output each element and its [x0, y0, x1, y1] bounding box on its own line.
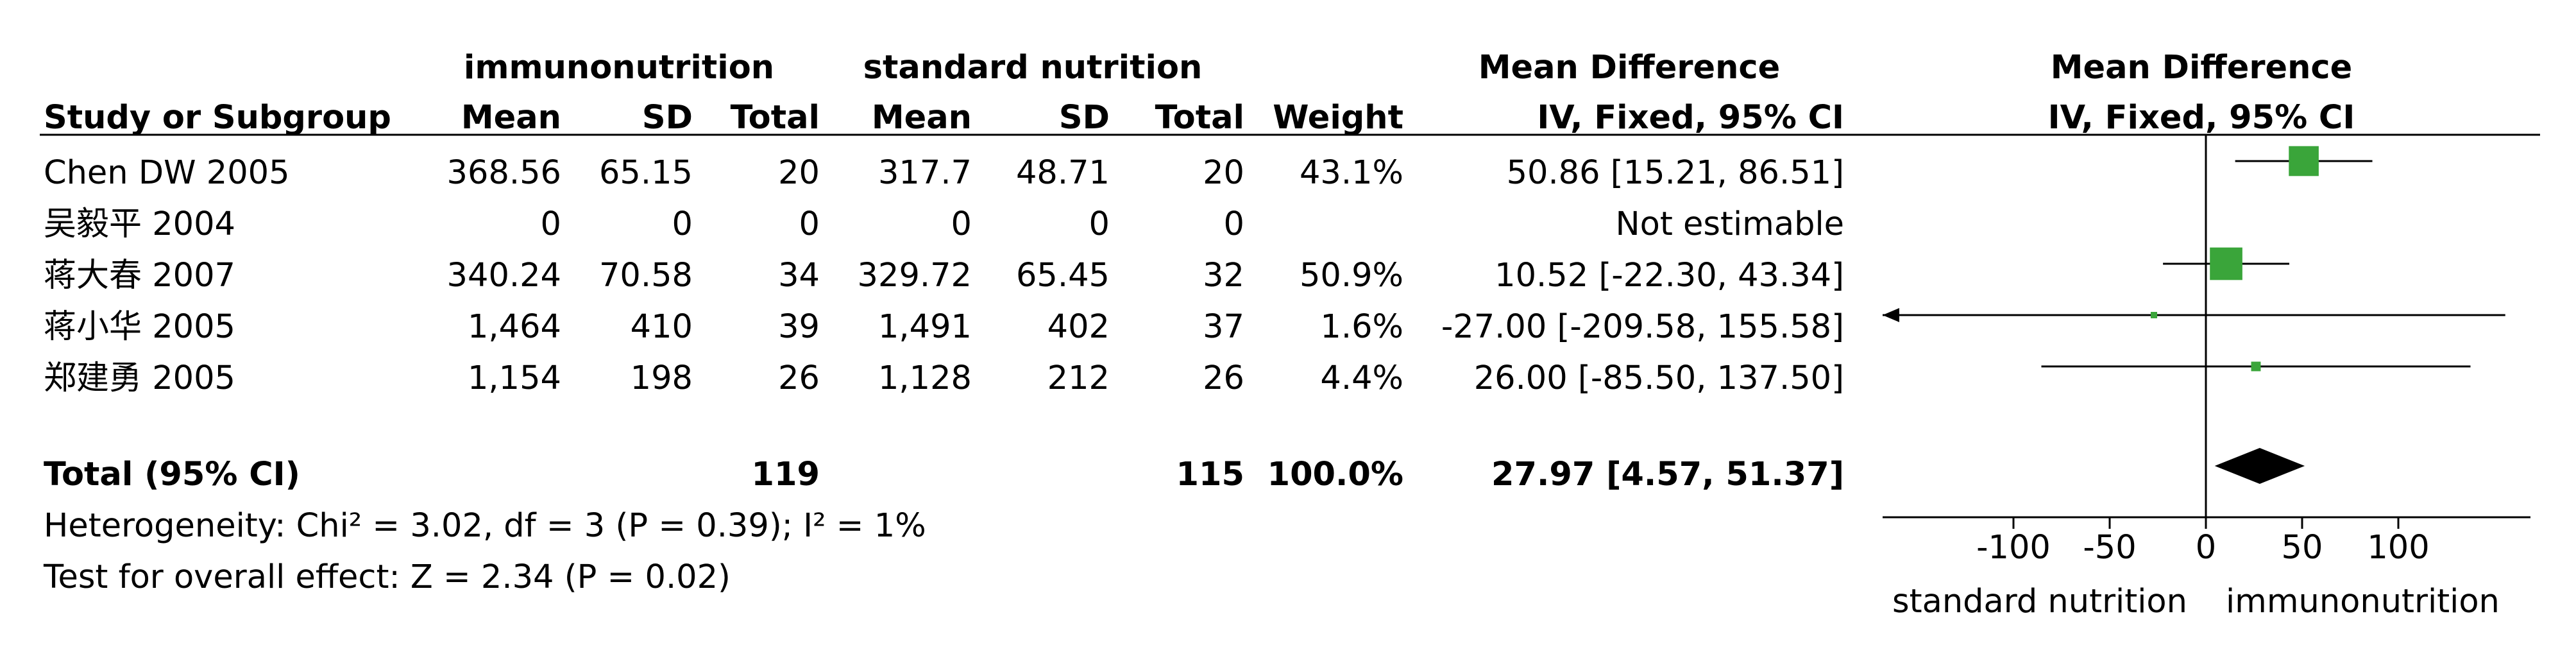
row-study: 蒋大春 2007 [44, 257, 235, 295]
favours-left-label: standard nutrition [1892, 583, 2187, 621]
total-total2: 115 [1176, 456, 1244, 494]
col-header-ci: IV, Fixed, 95% CI [1537, 99, 1844, 137]
pooled-diamond [2214, 448, 2305, 484]
row-sd1: 65.15 [599, 154, 693, 192]
total-ci: 27.97 [4.57, 51.37] [1491, 456, 1844, 494]
row-total2: 26 [1203, 359, 1244, 397]
row-mean1: 1,464 [468, 308, 561, 346]
row-weight: 43.1% [1300, 154, 1403, 192]
row-study: 蒋小华 2005 [44, 308, 235, 346]
row-total2: 37 [1203, 308, 1244, 346]
col-header-sd2: SD [1059, 99, 1110, 137]
row-sd2: 402 [1047, 308, 1110, 346]
x-tick-label: -50 [2083, 529, 2136, 567]
forest-plot-area: -100 -50 0 50 100 standard nutrition immunonut… [1883, 135, 2530, 621]
row-study: 郑建勇 2005 [44, 359, 235, 397]
row-sd2: 212 [1047, 359, 1110, 397]
row-mean1: 0 [541, 205, 561, 243]
overall-effect-text: Test for overall effect: Z = 2.34 (P = 0… [43, 558, 731, 596]
row-ci: Not estimable [1615, 205, 1844, 243]
experimental-group-header: immunonutrition [464, 49, 774, 87]
control-group-header: standard nutrition [863, 49, 1203, 87]
row-mean2: 317.7 [878, 154, 972, 192]
row-study: Chen DW 2005 [44, 154, 290, 192]
col-header-mean2: Mean [872, 99, 972, 137]
row-mean1: 340.24 [447, 257, 561, 295]
row-total1: 0 [799, 205, 820, 243]
row-mean2: 1,491 [878, 308, 972, 346]
x-tick-label: 50 [2282, 529, 2323, 567]
row-ci: 50.86 [15.21, 86.51] [1507, 154, 1844, 192]
col-header-plot-ci: IV, Fixed, 95% CI [2048, 99, 2355, 137]
row-ci: 26.00 [-85.50, 137.50] [1474, 359, 1844, 397]
row-sd2: 65.45 [1016, 257, 1110, 295]
row-weight: 1.6% [1320, 308, 1403, 346]
row-total2: 20 [1203, 154, 1244, 192]
row-mean2: 1,128 [878, 359, 972, 397]
row-weight: 4.4% [1320, 359, 1403, 397]
row-mean1: 368.56 [447, 154, 561, 192]
effect-group-header: Mean Difference [1479, 49, 1780, 87]
row-mean2: 329.72 [858, 257, 972, 295]
row-total1: 26 [778, 359, 820, 397]
total-label: Total (95% CI) [44, 456, 300, 494]
total-weight: 100.0% [1267, 456, 1403, 494]
ci-left-arrow [1883, 308, 1899, 322]
row-study: 吴毅平 2004 [44, 205, 235, 243]
favours-right-label: immunonutrition [2226, 583, 2500, 621]
row-total2: 32 [1203, 257, 1244, 295]
row-sd1: 198 [631, 359, 693, 397]
row-total1: 20 [778, 154, 820, 192]
study-weight-square [2210, 247, 2242, 280]
row-total2: 0 [1224, 205, 1244, 243]
row-mean1: 1,154 [468, 359, 561, 397]
study-weight-square [2151, 312, 2157, 318]
row-total1: 34 [778, 257, 820, 295]
total-total1: 119 [752, 456, 820, 494]
row-sd2: 48.71 [1016, 154, 1110, 192]
heterogeneity-text: Heterogeneity: Chi² = 3.02, df = 3 (P = … [44, 507, 926, 545]
row-ci: -27.00 [-209.58, 155.58] [1441, 308, 1844, 346]
col-header-weight: Weight [1273, 99, 1403, 137]
col-header-sd1: SD [642, 99, 693, 137]
row-ci: 10.52 [-22.30, 43.34] [1495, 257, 1844, 295]
study-weight-square [2289, 146, 2319, 176]
row-total1: 39 [778, 308, 820, 346]
col-header-total1: Total [731, 99, 820, 137]
col-header-total2: Total [1155, 99, 1244, 137]
x-tick-label: -100 [1976, 529, 2051, 567]
plot-group-header: Mean Difference [2051, 49, 2352, 87]
row-sd1: 410 [631, 308, 693, 346]
col-header-mean1: Mean [461, 99, 561, 137]
study-weight-square [2251, 361, 2261, 372]
row-weight: 50.9% [1300, 257, 1403, 295]
x-tick-label: 0 [2196, 529, 2216, 567]
row-sd1: 0 [672, 205, 693, 243]
col-header-study: Study or Subgroup [44, 99, 391, 137]
row-sd2: 0 [1089, 205, 1110, 243]
row-mean2: 0 [951, 205, 972, 243]
row-sd1: 70.58 [599, 257, 693, 295]
x-tick-label: 100 [2367, 529, 2429, 567]
